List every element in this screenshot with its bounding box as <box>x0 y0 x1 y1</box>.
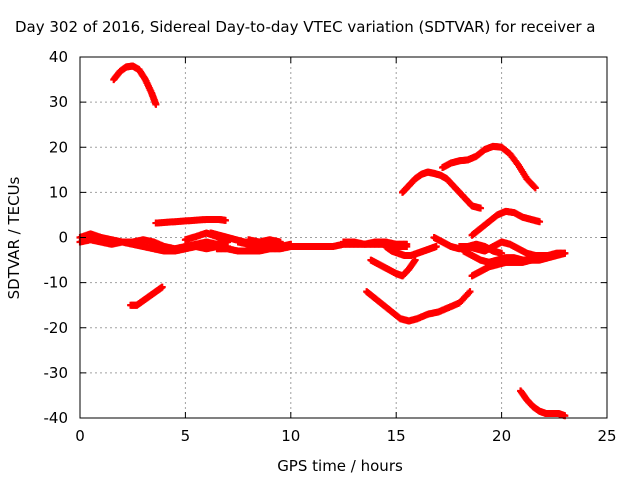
y-tick-label: 20 <box>49 138 68 156</box>
chart-title: Day 302 of 2016, Sidereal Day-to-day VTE… <box>15 18 596 36</box>
y-tick-label: 10 <box>49 183 68 201</box>
x-tick-label: 5 <box>181 427 191 445</box>
data-point <box>531 184 539 192</box>
y-tick-label: 30 <box>49 93 68 111</box>
axis-ticks: 0 5 10 15 20 25 -40 -30 -20 -10 0 10 20 30 40 <box>44 48 617 445</box>
series-arc-dip-15a <box>367 256 419 280</box>
data-point <box>432 243 440 251</box>
series-arc-low-15 <box>363 288 474 325</box>
series-arc-upper-mid <box>152 215 229 227</box>
y-tick-label: -20 <box>44 319 69 337</box>
x-axis-label: GPS time / hours <box>277 457 403 475</box>
y-tick-label: 0 <box>58 229 68 247</box>
x-tick-label: 20 <box>492 427 511 445</box>
data-point <box>403 240 411 248</box>
data-point <box>536 218 544 226</box>
series-baseline-g <box>245 236 284 246</box>
data-points <box>76 62 569 420</box>
series-arc-rise-15 <box>399 168 485 212</box>
y-tick-label: 40 <box>49 48 68 66</box>
x-tick-label: 15 <box>387 427 406 445</box>
series-arc-top-20 <box>439 142 539 192</box>
series-arc-mid-20 <box>468 207 544 239</box>
y-tick-label: -10 <box>44 274 69 292</box>
series-arc-bottom-21 <box>517 387 569 420</box>
data-point <box>466 288 474 296</box>
x-tick-label: 0 <box>75 427 85 445</box>
series-baseline-i <box>340 238 411 248</box>
gridlines <box>80 57 607 418</box>
series-arc-neg-19b <box>468 249 569 280</box>
series-arc-low-left <box>127 283 166 309</box>
data-point <box>276 238 284 246</box>
series-arc-dip-15b <box>382 243 440 260</box>
data-point <box>158 283 166 291</box>
x-tick-label: 25 <box>597 427 616 445</box>
data-point <box>477 204 485 212</box>
data-point <box>221 216 229 224</box>
data-point <box>561 249 569 257</box>
series-arc-top-left <box>110 62 160 108</box>
x-tick-label: 10 <box>281 427 300 445</box>
y-tick-label: -30 <box>44 364 69 382</box>
data-point <box>152 100 160 108</box>
y-axis-label: SDTVAR / TECUs <box>5 176 23 299</box>
y-tick-label: -40 <box>44 409 69 427</box>
